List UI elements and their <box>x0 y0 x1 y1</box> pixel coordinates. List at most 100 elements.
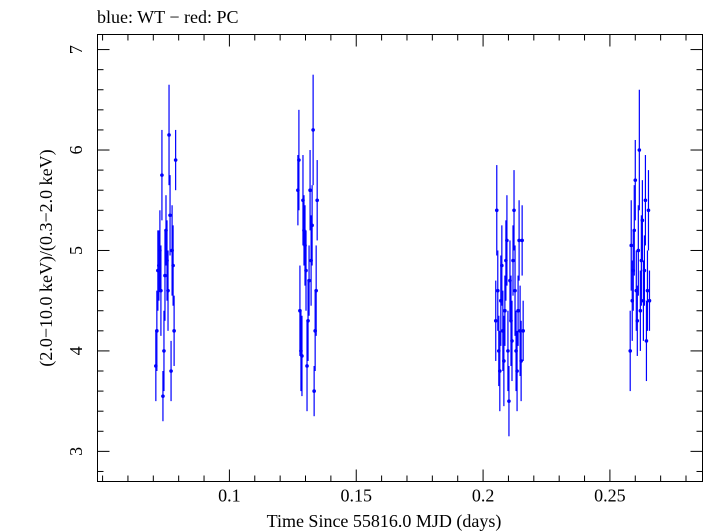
data-point <box>171 225 175 306</box>
point-marker <box>513 288 517 293</box>
data-point <box>636 205 641 296</box>
y-tick-label: 5 <box>66 246 86 255</box>
data-point <box>162 310 166 392</box>
data-point <box>640 180 645 261</box>
data-point <box>311 74 315 186</box>
point-marker <box>640 218 645 223</box>
point-marker <box>308 188 312 192</box>
data-point <box>502 315 506 407</box>
point-marker <box>646 208 651 213</box>
data-point <box>160 129 164 221</box>
point-marker <box>494 208 499 213</box>
point-marker <box>510 339 514 343</box>
point-marker <box>638 308 643 313</box>
point-marker <box>635 318 640 323</box>
point-marker <box>307 278 311 283</box>
data-point <box>169 340 173 402</box>
point-marker <box>168 213 172 218</box>
data-point <box>167 84 171 186</box>
point-marker <box>521 329 525 333</box>
data-point <box>517 200 521 281</box>
data-point <box>312 365 316 417</box>
data-point <box>307 245 311 316</box>
data-points <box>154 74 652 437</box>
data-point <box>173 129 178 191</box>
data-point <box>304 230 308 311</box>
point-marker <box>495 288 500 293</box>
data-point <box>305 320 309 412</box>
data-point <box>494 165 499 256</box>
data-point <box>519 320 523 402</box>
point-marker <box>629 243 634 248</box>
data-point <box>510 300 514 382</box>
data-point <box>516 275 520 346</box>
x-tick-label: 0.1 <box>218 486 241 506</box>
chart-title: blue: WT − red: PC <box>97 7 238 27</box>
point-marker <box>160 173 164 177</box>
point-marker <box>166 288 170 293</box>
point-marker <box>503 308 507 313</box>
point-marker <box>516 308 520 313</box>
y-tick-label: 6 <box>66 146 86 155</box>
axis-ticks: 0.1 0.15 0.2 0.25 3 4 5 6 7 <box>66 34 703 506</box>
point-marker <box>500 263 504 268</box>
data-point <box>520 205 524 276</box>
point-marker <box>628 349 633 353</box>
point-marker <box>507 399 511 403</box>
point-marker <box>520 238 524 243</box>
point-marker <box>169 369 173 373</box>
data-point <box>161 371 165 422</box>
point-marker <box>517 238 521 243</box>
point-marker <box>171 263 175 268</box>
data-point <box>513 245 517 336</box>
data-point <box>503 275 507 346</box>
data-point <box>498 330 502 412</box>
x-tick-label: 0.15 <box>340 486 372 506</box>
data-point <box>308 150 312 231</box>
point-marker <box>312 389 316 393</box>
point-marker <box>300 354 304 358</box>
point-marker <box>163 273 167 278</box>
point-marker <box>643 198 648 203</box>
data-point <box>628 310 633 392</box>
data-point <box>515 330 519 412</box>
point-marker <box>644 339 649 343</box>
point-marker <box>304 268 308 273</box>
data-point <box>646 170 651 251</box>
point-marker <box>506 349 510 353</box>
point-marker <box>645 288 650 293</box>
data-point <box>642 235 647 306</box>
point-marker <box>161 394 165 398</box>
point-marker <box>637 148 642 152</box>
data-point <box>306 280 310 361</box>
data-point <box>629 200 634 291</box>
point-marker <box>305 364 309 368</box>
point-marker <box>636 248 641 253</box>
point-marker <box>315 198 319 203</box>
y-axis-label: (2.0−10.0 keV)/(0.3−2.0 keV) <box>36 149 57 366</box>
data-point <box>505 195 509 286</box>
point-marker <box>311 128 315 132</box>
plot-frame <box>97 34 703 482</box>
point-marker <box>519 359 523 363</box>
x-tick-label: 0.2 <box>472 486 495 506</box>
x-axis-label: Time Since 55816.0 MJD (days) <box>267 511 502 532</box>
data-point <box>638 270 643 351</box>
data-point <box>315 160 319 241</box>
data-point <box>314 245 318 336</box>
point-marker <box>310 223 314 228</box>
data-point <box>643 155 648 246</box>
point-marker <box>511 258 515 263</box>
y-tick-label: 4 <box>66 346 86 355</box>
point-marker <box>155 329 159 333</box>
data-point <box>163 230 167 321</box>
point-marker <box>172 329 176 333</box>
data-point <box>172 295 176 366</box>
data-point <box>493 280 498 361</box>
data-point <box>521 300 525 361</box>
data-point <box>310 185 314 266</box>
data-point <box>159 245 163 336</box>
y-tick-label: 3 <box>66 447 86 456</box>
point-marker <box>647 298 652 303</box>
